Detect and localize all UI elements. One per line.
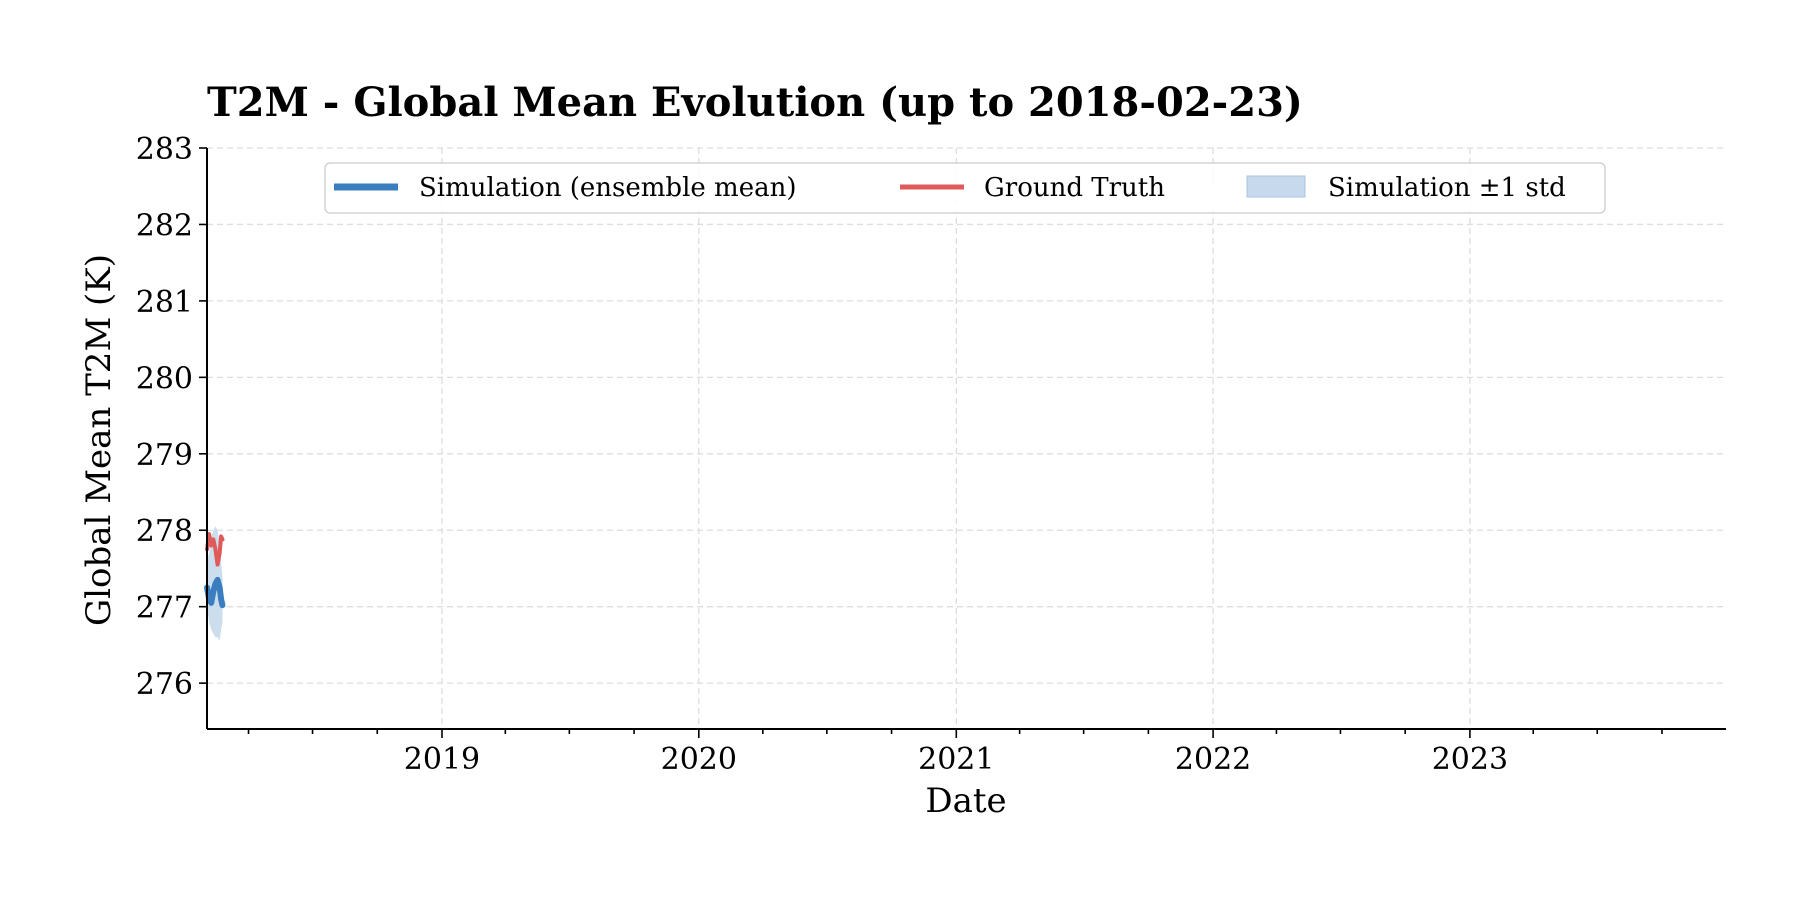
y-tick-label: 277 — [136, 591, 193, 626]
x-tick-label: 2020 — [661, 742, 737, 777]
x-tick-label: 2023 — [1432, 742, 1508, 777]
x-tick-label: 2022 — [1175, 742, 1251, 777]
y-tick-label: 282 — [136, 208, 193, 243]
grid — [207, 147, 1726, 729]
legend-label-std-band: Simulation ±1 std — [1328, 173, 1566, 203]
series-line-layer — [204, 532, 226, 609]
x-tick-label: 2021 — [918, 742, 994, 777]
y-tick-label: 283 — [136, 132, 193, 167]
y-tick-label: 279 — [136, 438, 193, 473]
y-tick-label: 281 — [136, 285, 193, 320]
legend-label-ground-truth: Ground Truth — [984, 173, 1165, 203]
legend-label-simulation-mean: Simulation (ensemble mean) — [419, 173, 796, 203]
y-tick-label: 278 — [136, 514, 193, 549]
legend-swatch-std-band — [1246, 175, 1306, 198]
legend-item-ground-truth: Ground Truth — [900, 173, 1165, 203]
y-axis-label: Global Mean T2M (K) — [79, 254, 119, 626]
axes — [206, 148, 1726, 730]
legend-item-std-band: Simulation ±1 std — [1246, 173, 1566, 203]
ticks: 276 277 278 279 280 281 282 283 2019 2020 2021 2022… — [136, 132, 1663, 777]
x-axis-label: Date — [925, 781, 1006, 821]
y-tick-label: 280 — [136, 361, 193, 396]
chart-title: T2M - Global Mean Evolution (up to 2018-… — [207, 79, 1303, 126]
ground-truth-line — [205, 532, 225, 567]
legend: Simulation (ensemble mean) Ground Truth … — [324, 162, 1606, 214]
simulation-mean-line — [204, 576, 226, 609]
x-tick-label: 2019 — [404, 742, 480, 777]
y-tick-label: 276 — [136, 667, 193, 702]
legend-item-simulation-mean: Simulation (ensemble mean) — [334, 173, 796, 203]
